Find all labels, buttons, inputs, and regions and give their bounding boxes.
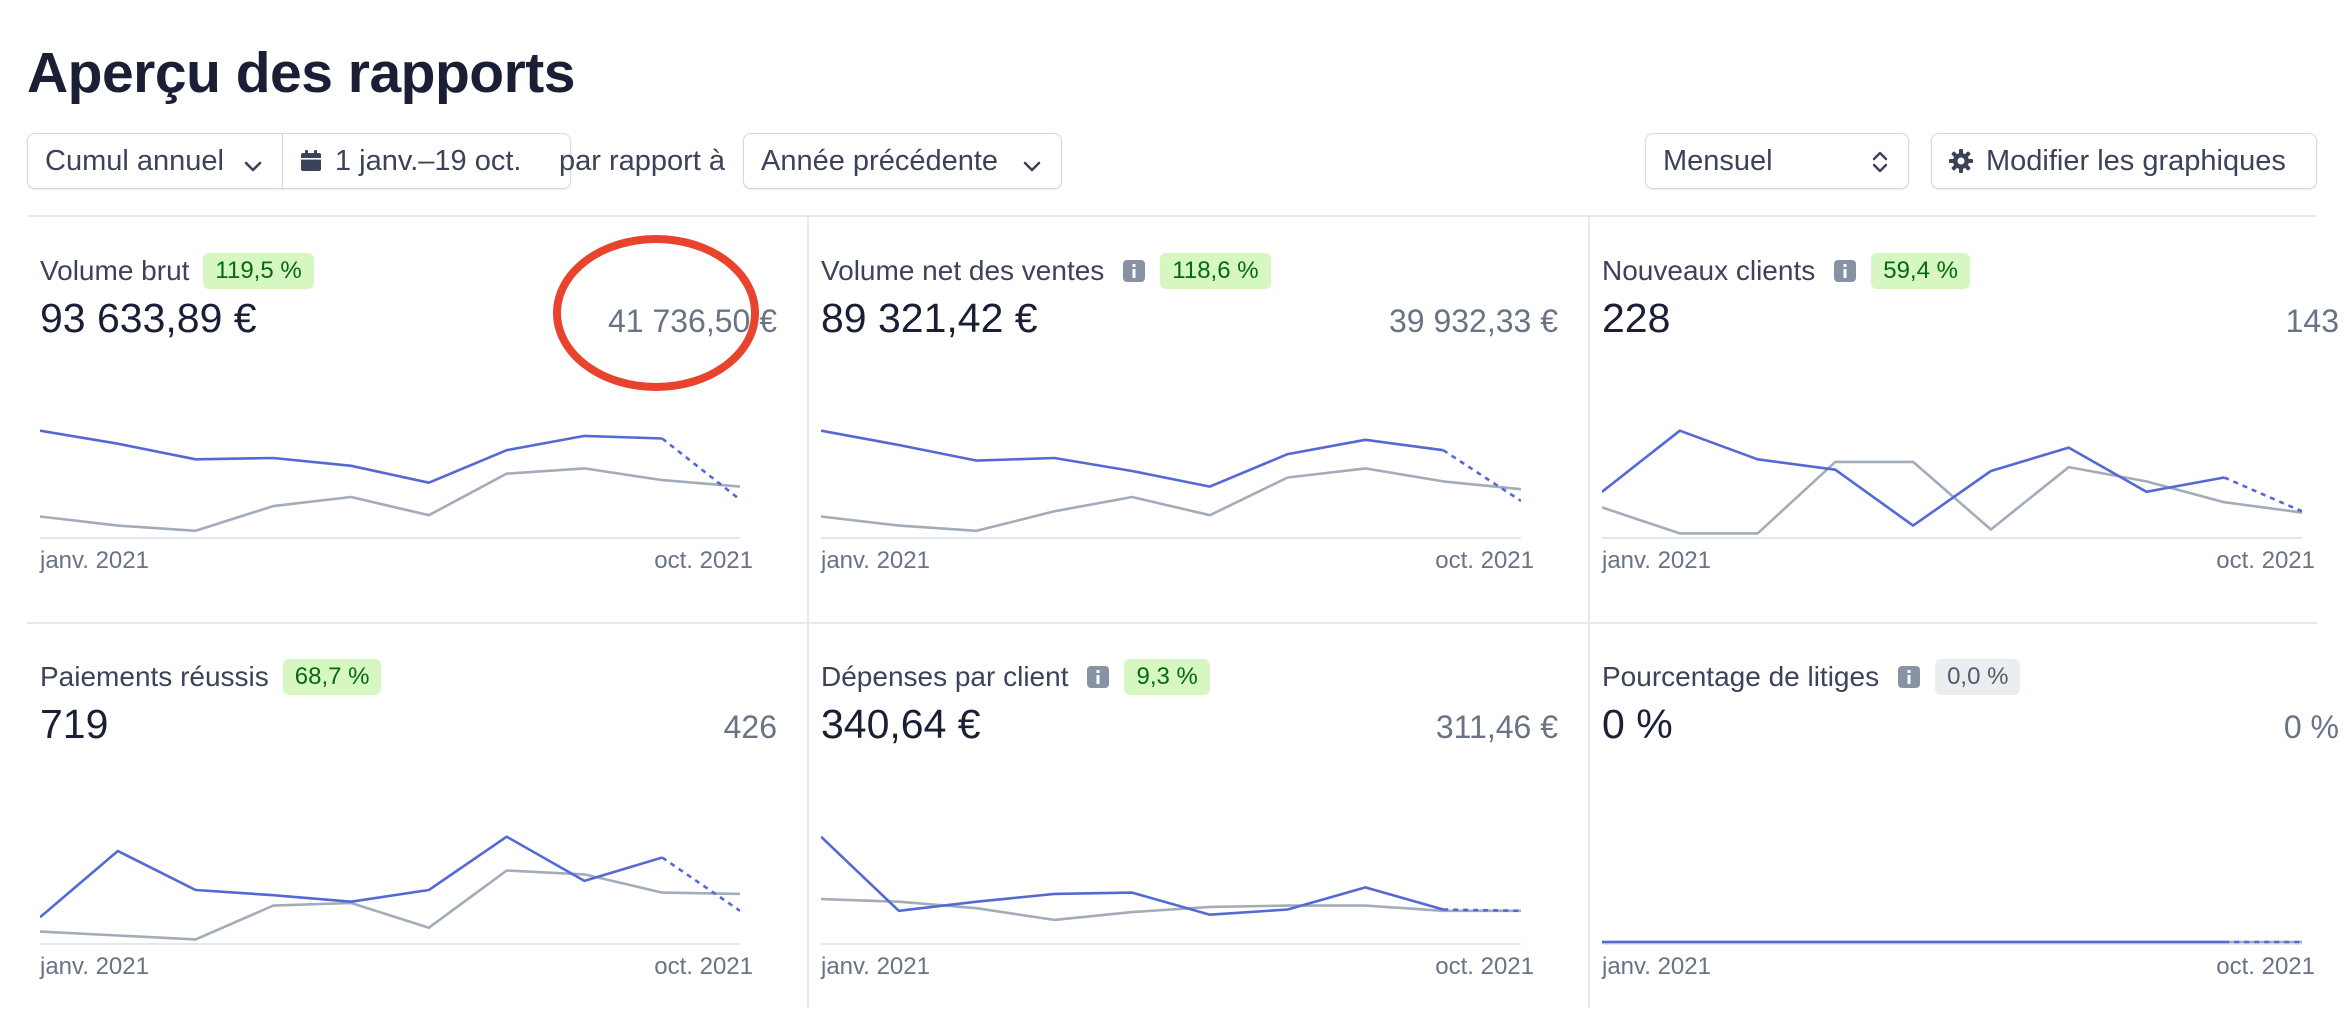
card-header: Volume brut 119,5 % xyxy=(40,253,314,289)
report-grid: Volume brut 119,5 % 93 633,89 € 41 736,5… xyxy=(27,215,2339,1008)
axis-start-label: janv. 2021 xyxy=(1602,547,1711,574)
current-period-line-partial xyxy=(1443,908,1521,913)
axis-start-label: janv. 2021 xyxy=(821,547,930,574)
sparkline-chart xyxy=(821,429,1521,539)
sparkline-chart xyxy=(821,835,1521,945)
card-title: Paiements réussis xyxy=(40,661,269,692)
report-card[interactable]: Paiements réussis 68,7 % 719 426 janv. 2… xyxy=(27,623,790,1028)
report-toolbar: Cumul annuel 1 janv.–19 oct. par rapport… xyxy=(27,133,2317,191)
previous-value: 39 932,33 € xyxy=(1388,303,1558,339)
current-period-line xyxy=(821,429,1444,488)
current-value: 228 xyxy=(1602,295,1671,341)
current-period-line-partial xyxy=(661,856,740,912)
report-card[interactable]: Dépenses par client 9,3 % 340,64 € 311,4… xyxy=(808,623,1571,1028)
previous-value: 143 xyxy=(2285,303,2339,339)
axis-end-label: oct. 2021 xyxy=(1435,953,1534,980)
column-divider xyxy=(1588,217,1590,1008)
axis-start-label: janv. 2021 xyxy=(1602,953,1711,980)
change-badge: 119,5 % xyxy=(203,253,314,289)
chevron-down-icon xyxy=(1021,152,1043,185)
previous-period-line xyxy=(40,869,740,941)
interval-label: Mensuel xyxy=(1663,144,1773,177)
highlight-annotation-circle xyxy=(553,235,759,391)
compare-period-label: Année précédente xyxy=(761,144,999,177)
column-divider xyxy=(807,217,809,1008)
date-picker-label: 1 janv.–19 oct. xyxy=(335,144,522,177)
previous-value: 0 % xyxy=(2283,709,2339,745)
current-value: 719 xyxy=(40,701,109,747)
card-title: Volume net des ventes xyxy=(821,255,1105,286)
current-value: 0 % xyxy=(1602,701,1673,747)
current-period-line-partial xyxy=(2223,476,2302,513)
edit-charts-button[interactable]: Modifier les graphiques xyxy=(1931,133,2317,189)
sparkline-chart xyxy=(1602,429,2302,539)
current-value: 89 321,42 € xyxy=(821,295,1038,341)
change-badge: 59,4 % xyxy=(1871,253,1970,289)
axis-end-label: oct. 2021 xyxy=(2216,953,2315,980)
previous-value: 426 xyxy=(723,709,777,745)
current-value: 340,64 € xyxy=(821,701,981,747)
sort-arrows-icon xyxy=(1870,149,1890,183)
current-period-line xyxy=(1602,429,2225,527)
date-picker-button[interactable]: 1 janv.–19 oct. xyxy=(282,133,571,189)
compare-period-select[interactable]: Année précédente xyxy=(743,133,1062,189)
info-icon[interactable] xyxy=(1086,665,1110,689)
change-badge: 0,0 % xyxy=(1935,659,2021,695)
current-period-line xyxy=(821,835,1444,916)
card-title: Pourcentage de litiges xyxy=(1602,661,1880,692)
axis-end-label: oct. 2021 xyxy=(654,547,753,574)
card-header: Volume net des ventes 118,6 % xyxy=(821,253,1271,289)
previous-period-line xyxy=(40,467,740,533)
sparkline-chart xyxy=(40,835,740,945)
card-header: Paiements réussis 68,7 % xyxy=(40,659,382,695)
info-icon[interactable] xyxy=(1122,259,1146,283)
sparkline-chart xyxy=(40,429,740,539)
current-period-line xyxy=(40,429,663,484)
previous-period-line xyxy=(821,467,1521,533)
card-header: Pourcentage de litiges 0,0 % xyxy=(1602,659,2021,695)
report-card[interactable]: Volume net des ventes 118,6 % 89 321,42 … xyxy=(808,217,1571,622)
change-badge: 118,6 % xyxy=(1160,253,1271,289)
current-value: 93 633,89 € xyxy=(40,295,257,341)
chevron-down-icon xyxy=(242,152,264,185)
compare-prefix: par rapport à xyxy=(559,145,726,177)
gear-icon xyxy=(1948,148,1974,174)
axis-end-label: oct. 2021 xyxy=(2216,547,2315,574)
current-period-line xyxy=(40,835,663,919)
change-badge: 68,7 % xyxy=(282,659,382,695)
info-icon[interactable] xyxy=(1833,259,1857,283)
sparkline-chart xyxy=(1602,940,2302,945)
report-card[interactable]: Pourcentage de litiges 0,0 % 0 % 0 % jan… xyxy=(1589,623,2344,1028)
date-range-label: Cumul annuel xyxy=(45,144,224,177)
date-range-select[interactable]: Cumul annuel xyxy=(27,133,283,189)
current-period-line-partial xyxy=(1442,449,1521,502)
card-title: Volume brut xyxy=(40,255,190,286)
axis-start-label: janv. 2021 xyxy=(40,547,149,574)
card-header: Nouveaux clients 59,4 % xyxy=(1602,253,1970,289)
change-badge: 9,3 % xyxy=(1124,659,1210,695)
previous-value: 311,46 € xyxy=(1435,709,1558,745)
axis-end-label: oct. 2021 xyxy=(1435,547,1534,574)
page-title: Aperçu des rapports xyxy=(27,41,575,105)
axis-end-label: oct. 2021 xyxy=(654,953,753,980)
info-icon[interactable] xyxy=(1897,665,1921,689)
current-period-line-partial xyxy=(661,437,740,501)
calendar-icon xyxy=(299,149,323,173)
edit-charts-label: Modifier les graphiques xyxy=(1986,144,2286,177)
axis-start-label: janv. 2021 xyxy=(821,953,930,980)
interval-select[interactable]: Mensuel xyxy=(1645,133,1909,189)
card-title: Nouveaux clients xyxy=(1602,255,1816,286)
previous-period-line xyxy=(1602,460,2302,535)
report-card[interactable]: Nouveaux clients 59,4 % 228 143 janv. 20… xyxy=(1589,217,2344,622)
axis-start-label: janv. 2021 xyxy=(40,953,149,980)
card-title: Dépenses par client xyxy=(821,661,1069,692)
row-divider xyxy=(27,622,2317,624)
card-header: Dépenses par client 9,3 % xyxy=(821,659,1210,695)
